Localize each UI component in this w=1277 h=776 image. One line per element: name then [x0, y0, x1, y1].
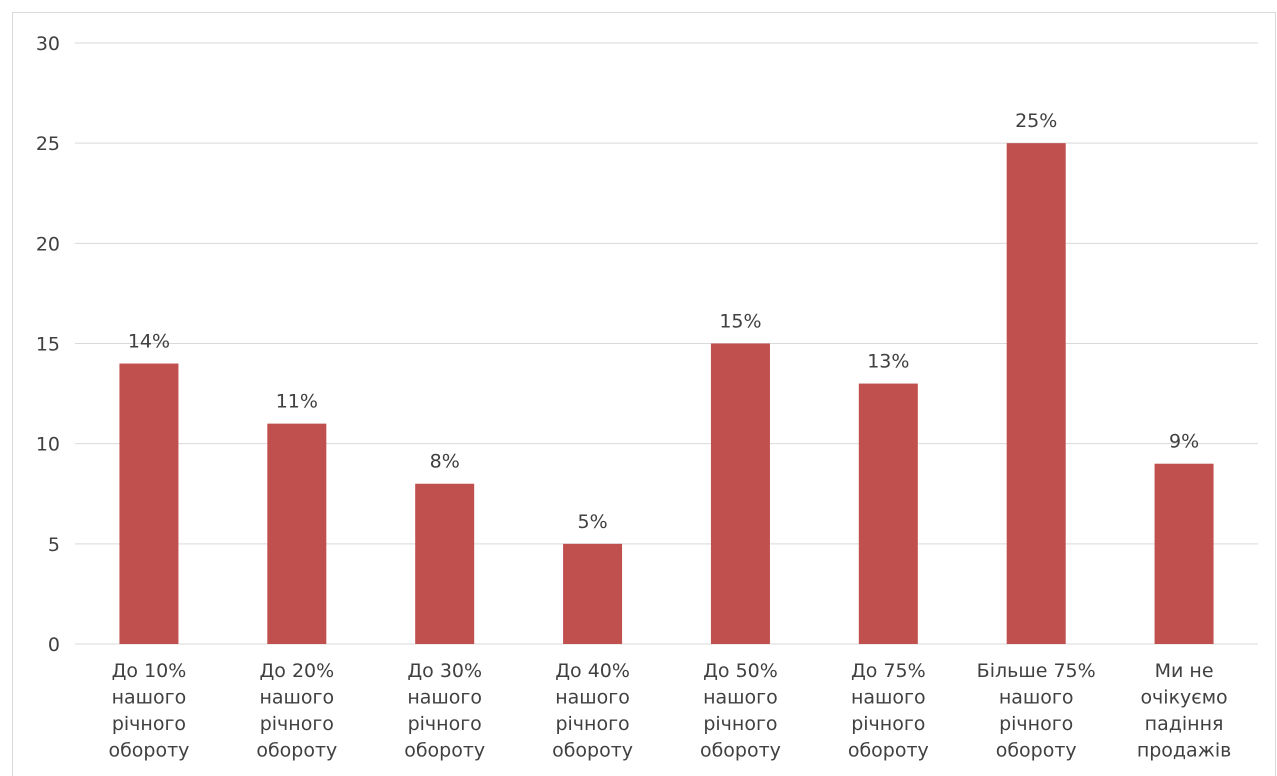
data-label: 14%: [128, 331, 170, 353]
category-label-line: нашого: [259, 687, 334, 709]
category-label: До 20% нашого річного обороту: [256, 660, 337, 762]
category-label-line: річного: [555, 713, 629, 735]
bar: [563, 543, 623, 644]
data-labels: 14% 11% 8% 5% 15% 13% 25% 9%: [128, 110, 1199, 533]
data-label: 9%: [1169, 431, 1199, 453]
data-label: 15%: [719, 311, 761, 333]
category-label-line: нашого: [555, 687, 630, 709]
category-label-line: очікуємо: [1140, 687, 1227, 709]
category-label-line: нашого: [999, 687, 1074, 709]
category-label: Більше 75% нашого річного обороту: [977, 660, 1096, 762]
category-label-line: річного: [260, 713, 334, 735]
category-label-line: нашого: [407, 687, 482, 709]
y-tick-label: 5: [48, 534, 60, 556]
bar: [1154, 463, 1214, 644]
bar: [710, 343, 770, 644]
category-label: До 10% нашого річного обороту: [108, 660, 189, 762]
category-label-line: нашого: [851, 687, 926, 709]
data-label: 25%: [1015, 110, 1057, 132]
category-label-line: річного: [851, 713, 925, 735]
category-label-line: Ми не: [1155, 660, 1214, 682]
bar: [1006, 143, 1066, 644]
category-label-line: До 10%: [112, 660, 187, 682]
category-label-line: обороту: [848, 740, 929, 762]
grid-layer: [75, 42, 1258, 645]
bar: [267, 423, 327, 644]
bars: [119, 143, 1214, 644]
category-label-line: річного: [703, 713, 777, 735]
category-label-line: річного: [112, 713, 186, 735]
category-label-line: До 30%: [407, 660, 482, 682]
y-tick-label: 30: [36, 33, 60, 55]
category-label: До 50% нашого річного обороту: [700, 660, 781, 762]
category-label-line: обороту: [552, 740, 633, 762]
bar: [119, 363, 179, 644]
category-label-line: падіння: [1145, 713, 1224, 735]
category-label-line: обороту: [108, 740, 189, 762]
category-label-line: нашого: [703, 687, 778, 709]
category-label-line: нашого: [112, 687, 187, 709]
data-label: 8%: [430, 451, 460, 473]
category-label-line: обороту: [996, 740, 1077, 762]
category-labels: До 10% нашого річного обороту До 20% нашого рі…: [108, 660, 1231, 762]
y-axis-tick-labels: 0 5 10 15 20 25 30: [36, 33, 60, 656]
category-label-line: обороту: [256, 740, 337, 762]
category-label: До 30% нашого річного обороту: [404, 660, 485, 762]
data-label: 5%: [577, 511, 607, 533]
category-label-line: До 75%: [851, 660, 926, 682]
y-tick-label: 20: [36, 233, 60, 255]
bar: [415, 483, 475, 644]
data-label: 13%: [867, 351, 909, 373]
data-label: 11%: [276, 391, 318, 413]
category-label-line: До 50%: [703, 660, 778, 682]
y-tick-label: 25: [36, 133, 60, 155]
y-tick-label: 0: [48, 634, 60, 656]
category-label: Ми не очікуємо падіння продажів: [1137, 660, 1231, 762]
category-label-line: До 20%: [259, 660, 334, 682]
y-tick-label: 10: [36, 434, 60, 456]
category-label-line: До 40%: [555, 660, 630, 682]
category-label-line: Більше 75%: [977, 660, 1096, 682]
category-label-line: обороту: [700, 740, 781, 762]
category-label-line: річного: [408, 713, 482, 735]
category-label-line: обороту: [404, 740, 485, 762]
category-label: До 75% нашого річного обороту: [848, 660, 929, 762]
category-label-line: річного: [999, 713, 1073, 735]
y-tick-label: 15: [36, 334, 60, 356]
bar: [858, 383, 918, 644]
category-label-line: продажів: [1137, 740, 1231, 762]
category-label: До 40% нашого річного обороту: [552, 660, 633, 762]
